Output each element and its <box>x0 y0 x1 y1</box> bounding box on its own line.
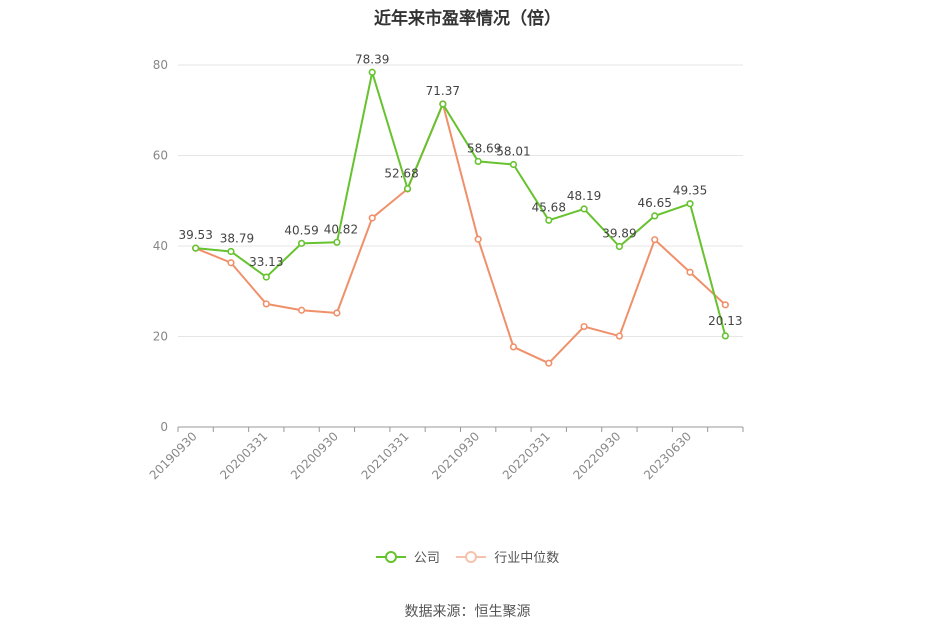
x-tick-label: 20220331 <box>500 429 553 482</box>
legend-label-industry-median: 行业中位数 <box>494 551 560 566</box>
x-tick-label: 20210331 <box>359 429 412 482</box>
data-label: 58.69 <box>467 141 501 155</box>
series-1-point <box>368 214 376 222</box>
series-line-1 <box>195 102 727 365</box>
legend-label-company: 公司 <box>413 551 440 566</box>
series-1-point <box>615 332 624 340</box>
series-1-point <box>721 301 729 309</box>
series-line-0 <box>195 71 727 337</box>
data-label: 71.37 <box>426 84 460 98</box>
series-1-point <box>686 268 694 276</box>
data-label: 45.68 <box>532 200 566 214</box>
series-0-point <box>545 216 553 224</box>
data-label: 39.89 <box>602 226 636 240</box>
data-label: 40.82 <box>324 222 358 236</box>
series-1-point <box>227 259 235 267</box>
legend: 公司 行业中位数 <box>0 547 935 566</box>
series-0-point <box>333 238 341 246</box>
series-1-point <box>333 309 341 317</box>
series-0-point <box>439 100 447 108</box>
data-label: 49.35 <box>673 184 707 198</box>
legend-swatch-industry-median <box>456 550 487 564</box>
series-0-point <box>615 242 624 251</box>
data-label: 52.68 <box>384 167 418 181</box>
series-1-point <box>297 306 306 314</box>
series-1-point <box>580 322 588 331</box>
series-0-point <box>192 244 200 252</box>
series-0-point <box>580 205 588 213</box>
series-0-point <box>721 332 729 340</box>
chart-title: 近年来市盈率情况（倍） <box>374 9 561 29</box>
series-0-point <box>509 160 518 169</box>
data-label: 33.13 <box>249 255 283 269</box>
y-tick-label: 80 <box>153 58 168 72</box>
series-0-point <box>262 273 270 281</box>
data-label: 39.53 <box>178 228 212 242</box>
y-tick-label: 0 <box>160 420 168 434</box>
x-tick-label: 20230630 <box>641 429 694 482</box>
data-label: 78.39 <box>355 52 389 66</box>
y-tick-label: 60 <box>153 149 168 163</box>
x-tick-label: 20200331 <box>217 429 270 482</box>
series-0-point <box>227 247 235 256</box>
series-1-point <box>545 359 553 367</box>
data-source: 数据来源：恒生聚源 <box>404 604 531 620</box>
series-0-point <box>686 200 694 208</box>
x-tick-label: 20210930 <box>429 429 482 482</box>
x-tick-label: 20200930 <box>288 429 341 482</box>
data-label: 48.19 <box>567 189 601 203</box>
legend-item-industry-median[interactable]: 行业中位数 <box>456 547 559 566</box>
x-tick-label: 20190930 <box>147 429 200 482</box>
series-0-point <box>474 157 482 166</box>
series-0-point <box>297 239 306 247</box>
line-chart: 0 20 40 60 80 20190930 20200331 20200930 2021033… <box>147 52 744 482</box>
data-label: 20.13 <box>708 314 742 328</box>
data-label: 38.79 <box>220 231 254 245</box>
series-0-point <box>368 68 376 76</box>
y-tick-label: 40 <box>153 239 168 253</box>
series-0-point <box>403 185 412 193</box>
x-tick-label: 20220930 <box>570 429 623 482</box>
legend-item-company[interactable]: 公司 <box>375 547 440 566</box>
series-1-point <box>509 343 518 351</box>
y-tick-label: 20 <box>153 330 168 344</box>
series-0-point <box>651 212 659 220</box>
series-1-point <box>474 235 482 243</box>
data-label: 40.59 <box>284 223 318 237</box>
data-label: 58.01 <box>496 145 530 159</box>
series-1-point <box>262 300 270 308</box>
data-label: 46.65 <box>638 196 672 210</box>
series-1-point <box>651 236 659 244</box>
legend-swatch-company <box>375 550 406 564</box>
